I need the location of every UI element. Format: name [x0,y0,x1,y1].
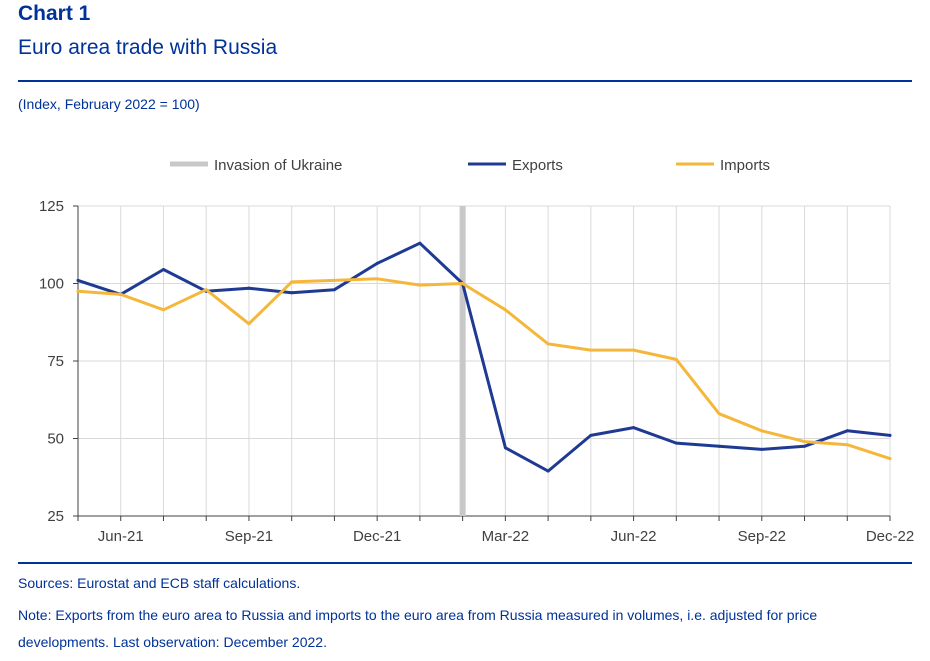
series-line-exports [76,241,892,473]
chart-title: Euro area trade with Russia [18,36,278,59]
data-point-imports [589,348,593,352]
data-point-exports [161,268,165,272]
data-point-exports [375,261,379,265]
data-point-imports [503,308,507,312]
data-point-exports [546,469,550,473]
data-point-exports [632,426,636,430]
chart-number: Chart 1 [18,2,91,25]
x-tick-label: Jun-21 [98,528,144,545]
data-point-imports [632,348,636,352]
data-point-imports [119,292,123,296]
data-point-imports [888,457,892,461]
x-tick-label: Mar-22 [482,528,530,545]
y-tick-label: 50 [47,431,64,448]
data-point-exports [717,444,721,448]
footer-divider [18,562,912,564]
x-tick-label: Dec-22 [866,528,914,545]
data-point-imports [247,322,251,326]
data-point-imports [546,342,550,346]
legend-label-exports: Exports [512,157,563,174]
invasion-bar [459,206,466,516]
data-point-exports [803,444,807,448]
data-point-imports [204,288,208,292]
x-tick-label: Sep-21 [225,528,273,545]
data-point-imports [418,283,422,287]
chart-subtitle: (Index, February 2022 = 100) [18,96,200,112]
data-point-exports [503,446,507,450]
data-point-imports [717,412,721,416]
x-tick-label: Jun-22 [611,528,657,545]
note-text: Note: Exports from the euro area to Russ… [18,607,818,650]
data-point-exports [760,447,764,451]
series-group [76,241,892,473]
data-point-imports [760,429,764,433]
legend: Invasion of Ukraine Exports Imports [170,157,770,174]
y-tick-label: 100 [39,276,64,293]
data-point-exports [888,433,892,437]
data-point-imports [845,443,849,447]
chart: Invasion of Ukraine Exports Imports 25 50… [39,157,914,545]
source-text: Sources: Eurostat and ECB staff calculat… [18,575,301,591]
data-point-exports [845,429,849,433]
data-point-exports [589,433,593,437]
data-point-imports [76,289,80,293]
header-divider [18,80,912,82]
legend-label-imports: Imports [720,157,770,174]
data-point-exports [76,278,80,282]
data-point-exports [674,441,678,445]
series-line-imports [76,277,892,461]
data-point-imports [375,277,379,281]
y-tick-label: 75 [47,353,64,370]
data-point-imports [332,278,336,282]
data-point-exports [247,286,251,290]
legend-label-invasion: Invasion of Ukraine [214,157,342,174]
invasion-marker [459,206,466,516]
y-tick-label: 25 [47,508,64,525]
data-point-exports [332,288,336,292]
x-tick-label: Sep-22 [738,528,786,545]
data-point-imports [161,308,165,312]
data-point-exports [290,291,294,295]
data-point-imports [461,282,465,285]
data-point-imports [290,280,294,284]
data-point-imports [803,440,807,444]
x-tick-label: Dec-21 [353,528,401,545]
y-tick-label: 125 [39,198,64,215]
data-point-exports [418,241,422,245]
axes: 25 50 75 100 125 Jun-21 Sep-21 Dec-21 Mar-22 Jun-… [39,198,914,545]
data-point-imports [674,357,678,361]
